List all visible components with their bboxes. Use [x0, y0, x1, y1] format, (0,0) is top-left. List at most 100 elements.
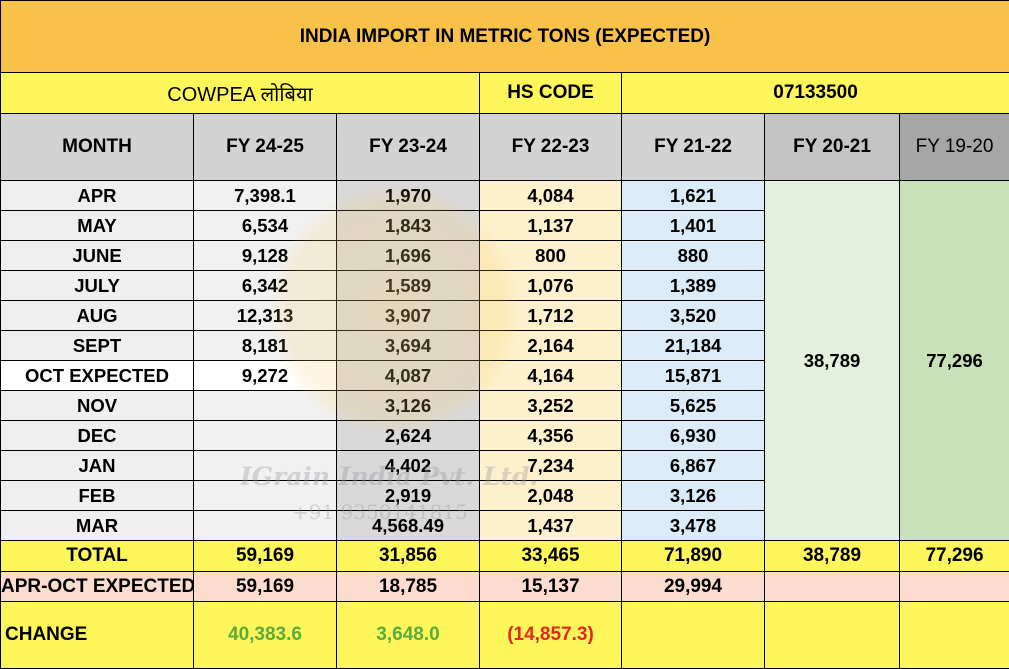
total-fy2223: 33,465 [479, 540, 622, 572]
cell-fy2122: 1,621 [621, 180, 765, 211]
col-header-fy1920: FY 19-20 [898, 113, 1009, 181]
cell-fy2122: 6,867 [621, 450, 765, 481]
change-fy2021 [764, 601, 900, 669]
cell-fy2324: 4,402 [336, 450, 480, 481]
cell-fy2223: 2,048 [479, 480, 622, 511]
cell-fy2425: 12,313 [193, 300, 337, 331]
cell-month: FEB [0, 480, 194, 511]
cell-fy2425 [193, 390, 337, 421]
cell-fy2223: 4,084 [479, 180, 622, 211]
table-row: JUNE 9,128 1,696 800 880 [0, 240, 1009, 271]
cell-fy2122: 15,871 [621, 360, 765, 391]
total-fy2425: 59,169 [193, 540, 337, 572]
apr-oct-fy2425: 59,169 [193, 571, 337, 602]
cell-fy2223: 1,076 [479, 270, 622, 301]
table-row: JAN 4,402 7,234 6,867 [0, 450, 1009, 481]
cell-fy2425 [193, 450, 337, 481]
cell-month: OCT EXPECTED [0, 360, 194, 391]
total-fy2324: 31,856 [336, 540, 480, 572]
table-row: AUG 12,313 3,907 1,712 3,520 [0, 300, 1009, 331]
cell-fy2425: 9,272 [193, 360, 337, 391]
cell-fy2122: 1,401 [621, 210, 765, 241]
cell-month: JULY [0, 270, 194, 301]
col-header-fy2324: FY 23-24 [336, 113, 480, 181]
cell-fy2122: 3,478 [621, 510, 765, 541]
cell-fy2223: 4,356 [479, 420, 622, 451]
cell-fy2324: 2,919 [336, 480, 480, 511]
cell-fy2425 [193, 480, 337, 511]
merged-fy1920: 77,296 [898, 180, 1009, 541]
change-fy2425: 40,383.6 [193, 601, 337, 669]
crop-name: COWPEA लोबिया [0, 72, 480, 114]
cell-fy2122: 880 [621, 240, 765, 271]
total-fy2122: 71,890 [621, 540, 765, 572]
cell-fy2324: 4,087 [336, 360, 480, 391]
table-row: SEPT 8,181 3,694 2,164 21,184 [0, 330, 1009, 361]
cell-fy2425: 7,398.1 [193, 180, 337, 211]
cell-fy2223: 3,252 [479, 390, 622, 421]
col-header-fy2425: FY 24-25 [193, 113, 337, 181]
cell-month: MAR [0, 510, 194, 541]
cell-fy2324: 1,970 [336, 180, 480, 211]
table-title: INDIA IMPORT IN METRIC TONS (EXPECTED) [0, 0, 1009, 73]
cell-fy2223: 1,437 [479, 510, 622, 541]
hs-code-value: 07133500 [620, 72, 1009, 114]
cell-fy2223: 1,137 [479, 210, 622, 241]
cell-fy2223: 4,164 [479, 360, 622, 391]
cell-fy2324: 1,843 [336, 210, 480, 241]
cell-fy2425: 6,342 [193, 270, 337, 301]
table-row: MAR 4,568.49 1,437 3,478 [0, 510, 1009, 541]
cell-fy2223: 800 [479, 240, 622, 271]
table-row: FEB 2,919 2,048 3,126 [0, 480, 1009, 511]
cell-month: JUNE [0, 240, 194, 271]
cell-fy2425 [193, 420, 337, 451]
total-fy2021: 38,789 [764, 540, 900, 572]
table-row: APR 7,398.1 1,970 4,084 1,621 38,789 77,296 [0, 180, 1009, 541]
cell-fy2122: 1,389 [621, 270, 765, 301]
cell-fy2324: 4,568.49 [336, 510, 480, 541]
change-label: CHANGE [0, 601, 194, 669]
cell-fy2324: 1,589 [336, 270, 480, 301]
table-row: JULY 6,342 1,589 1,076 1,389 [0, 270, 1009, 301]
cell-month: JAN [0, 450, 194, 481]
cell-fy2425: 6,534 [193, 210, 337, 241]
change-fy2223: (14,857.3) [479, 601, 622, 669]
cell-fy2223: 2,164 [479, 330, 622, 361]
cell-fy2425 [193, 510, 337, 541]
cell-fy2324: 2,624 [336, 420, 480, 451]
cell-month: NOV [0, 390, 194, 421]
change-fy2122 [621, 601, 765, 669]
table-row: NOV 3,126 3,252 5,625 [0, 390, 1009, 421]
cell-month: AUG [0, 300, 194, 331]
cell-fy2122: 5,625 [621, 390, 765, 421]
cell-fy2425: 9,128 [193, 240, 337, 271]
cell-month: MAY [0, 210, 194, 241]
cell-month: APR [0, 180, 194, 211]
change-fy2324: 3,648.0 [336, 601, 480, 669]
total-label: TOTAL [0, 540, 194, 572]
cell-fy2122: 3,126 [621, 480, 765, 511]
change-fy1920 [898, 601, 1009, 669]
cell-fy2324: 3,126 [336, 390, 480, 421]
cell-fy2122: 21,184 [621, 330, 765, 361]
cell-fy2425: 8,181 [193, 330, 337, 361]
col-header-fy2021: FY 20-21 [764, 113, 900, 181]
cell-fy2122: 3,520 [621, 300, 765, 331]
cell-fy2324: 1,696 [336, 240, 480, 271]
apr-oct-label: APR-OCT EXPECTED [0, 571, 194, 602]
cell-fy2122: 6,930 [621, 420, 765, 451]
apr-oct-fy2122: 29,994 [621, 571, 765, 602]
cell-fy2223: 7,234 [479, 450, 622, 481]
apr-oct-fy2223: 15,137 [479, 571, 622, 602]
cell-month: SEPT [0, 330, 194, 361]
col-header-fy2223: FY 22-23 [479, 113, 622, 181]
table-row: MAY 6,534 1,843 1,137 1,401 [0, 210, 1009, 241]
apr-oct-fy1920 [898, 571, 1009, 602]
table-row: DEC 2,624 4,356 6,930 [0, 420, 1009, 451]
merged-fy2021: 38,789 [764, 180, 900, 541]
apr-oct-fy2021 [764, 571, 900, 602]
cell-month: DEC [0, 420, 194, 451]
col-header-fy2122: FY 21-22 [621, 113, 765, 181]
total-fy1920: 77,296 [898, 540, 1009, 572]
